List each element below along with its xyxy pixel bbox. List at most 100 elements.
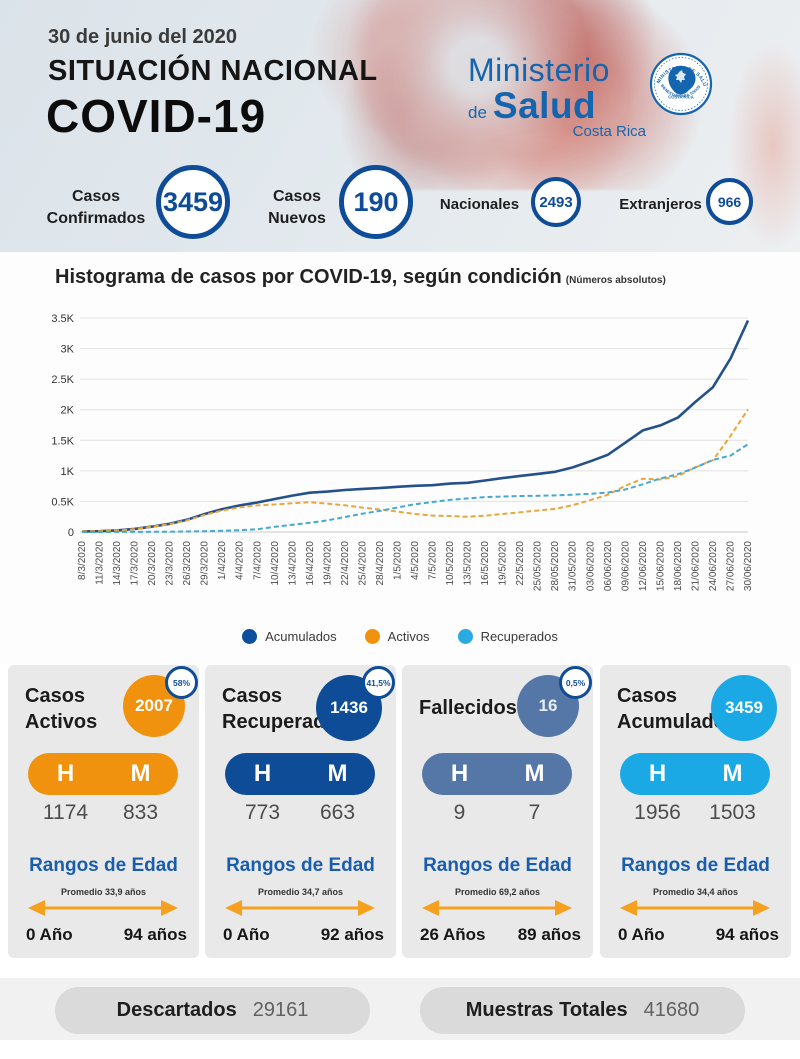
page-title-line2: COVID-19 xyxy=(46,90,267,142)
svg-text:26/3/2020: 26/3/2020 xyxy=(182,541,193,586)
svg-text:29/3/2020: 29/3/2020 xyxy=(200,541,211,586)
legend-label: Acumulados xyxy=(265,629,337,644)
svg-text:3.5K: 3.5K xyxy=(51,313,74,325)
svg-text:03/06/2020: 03/06/2020 xyxy=(585,541,596,591)
svg-text:10/5/2020: 10/5/2020 xyxy=(445,541,456,586)
stat-value-nacionales: 2493 xyxy=(531,177,581,227)
legend-item-acumulados: Acumulados xyxy=(242,629,337,644)
svg-text:2K: 2K xyxy=(61,405,75,417)
average-age-text: Promedio 69,2 años xyxy=(454,887,541,897)
m-value: 1503 xyxy=(709,801,756,824)
stat-label-casos-nuevos: Casos Nuevos xyxy=(268,188,326,227)
card-value-circle: 1436 xyxy=(316,675,382,741)
average-age-text: Promedio 34,7 años xyxy=(257,887,344,897)
logo-word-ministerio: Ministerio xyxy=(468,52,610,88)
svg-text:17/3/2020: 17/3/2020 xyxy=(130,541,141,586)
svg-text:15/06/2020: 15/06/2020 xyxy=(655,541,666,591)
logo-word-de: de xyxy=(468,103,487,122)
svg-text:28/4/2020: 28/4/2020 xyxy=(375,541,386,586)
percentage-badge: 41,5% xyxy=(362,666,395,699)
stat-value-casos-nuevos: 190 xyxy=(339,165,413,239)
svg-text:09/06/2020: 09/06/2020 xyxy=(620,541,631,591)
muestras-label: Muestras Totales xyxy=(465,999,628,1021)
series-recuperados xyxy=(82,443,749,533)
histogram-section: Histograma de casos por COVID-19, según … xyxy=(0,252,800,664)
gender-values: 1174 833 xyxy=(28,801,178,825)
series-activos xyxy=(81,408,749,533)
legend-item-recuperados: Recuperados xyxy=(457,629,558,644)
stat-label-extranjeros: Extranjeros xyxy=(619,196,702,213)
m-value: 663 xyxy=(319,801,356,824)
muestras-value: 41680 xyxy=(643,999,700,1021)
svg-text:0.5K: 0.5K xyxy=(51,496,74,508)
svg-text:1K: 1K xyxy=(61,466,75,478)
descartados-label: Descartados xyxy=(116,999,237,1021)
logo-word-costa-rica: Costa Rica xyxy=(572,123,646,140)
svg-text:21/06/2020: 21/06/2020 xyxy=(690,541,701,591)
average-age-text: Promedio 33,9 años xyxy=(60,887,147,897)
card-value-circle: 3459 xyxy=(711,675,777,741)
svg-text:20/3/2020: 20/3/2020 xyxy=(147,541,158,586)
m-value: 833 xyxy=(122,801,159,824)
seal-middle-text: COSTA RICA xyxy=(668,95,694,100)
age-range-title: Rangos de Edad xyxy=(423,855,572,876)
h-label: H xyxy=(648,760,667,787)
svg-text:16/5/2020: 16/5/2020 xyxy=(480,541,491,586)
age-max: 92 años xyxy=(320,925,384,944)
header-banner: 30 de junio del 2020 SITUACIÓN NACIONAL … xyxy=(0,0,800,252)
report-date: 30 de junio del 2020 xyxy=(48,26,237,48)
svg-text:13/4/2020: 13/4/2020 xyxy=(287,541,298,586)
m-label: M xyxy=(722,760,743,787)
stat-value-casos-confirmados: 3459 xyxy=(156,165,230,239)
percentage-badge: 0,5% xyxy=(559,666,592,699)
h-value: 773 xyxy=(244,801,281,824)
h-value: 1174 xyxy=(42,801,89,824)
svg-text:3K: 3K xyxy=(61,344,75,356)
totals-band: Descartados 29161 Muestras Totales 41680 xyxy=(0,978,800,1040)
svg-text:4/4/2020: 4/4/2020 xyxy=(235,541,246,580)
card-title: Casos Activos xyxy=(25,685,98,733)
svg-text:7/5/2020: 7/5/2020 xyxy=(428,541,439,580)
card-value-circle: 2007 xyxy=(123,675,185,737)
svg-text:1/4/2020: 1/4/2020 xyxy=(217,541,228,580)
svg-text:11/3/2020: 11/3/2020 xyxy=(95,541,106,585)
age-range-title: Rangos de Edad xyxy=(226,855,375,876)
percentage-badge: 58% xyxy=(165,666,198,699)
h-value: 1956 xyxy=(634,801,681,824)
gender-values: 773 663 xyxy=(225,801,375,825)
svg-text:22/4/2020: 22/4/2020 xyxy=(340,541,351,586)
stat-value-extranjeros: 966 xyxy=(706,178,753,225)
age-max: 94 años xyxy=(715,925,779,944)
age-max: 94 años xyxy=(123,925,187,944)
svg-text:25/05/2020: 25/05/2020 xyxy=(533,541,544,591)
gender-values: 1956 1503 xyxy=(620,801,770,825)
svg-text:28/05/2020: 28/05/2020 xyxy=(550,541,561,591)
descartados-pill: Descartados 29161 xyxy=(55,987,370,1034)
svg-text:19/4/2020: 19/4/2020 xyxy=(322,541,333,586)
chart-legend: Acumulados Activos Recuperados xyxy=(0,629,800,644)
age-min: 0 Año xyxy=(26,925,73,944)
svg-text:30/06/2020: 30/06/2020 xyxy=(743,541,754,591)
svg-text:31/05/2020: 31/05/2020 xyxy=(568,541,579,591)
ministry-logo: Ministerio de Salud Costa Rica xyxy=(468,52,646,140)
svg-text:18/06/2020: 18/06/2020 xyxy=(673,541,684,591)
svg-text:12/06/2020: 12/06/2020 xyxy=(638,541,649,591)
legend-label: Recuperados xyxy=(480,629,558,644)
svg-text:1/5/2020: 1/5/2020 xyxy=(392,541,403,580)
svg-text:27/06/2020: 27/06/2020 xyxy=(725,541,736,591)
age-range-arrow-icon xyxy=(225,900,375,916)
h-label: H xyxy=(56,760,75,787)
legend-item-activos: Activos xyxy=(364,629,430,644)
svg-text:13/5/2020: 13/5/2020 xyxy=(463,541,474,586)
recuperados-dot-icon xyxy=(457,629,473,644)
age-max: 89 años xyxy=(517,925,581,944)
series-acumulados xyxy=(81,319,750,533)
h-label: H xyxy=(450,760,469,787)
age-range-arrow-icon xyxy=(28,900,178,916)
